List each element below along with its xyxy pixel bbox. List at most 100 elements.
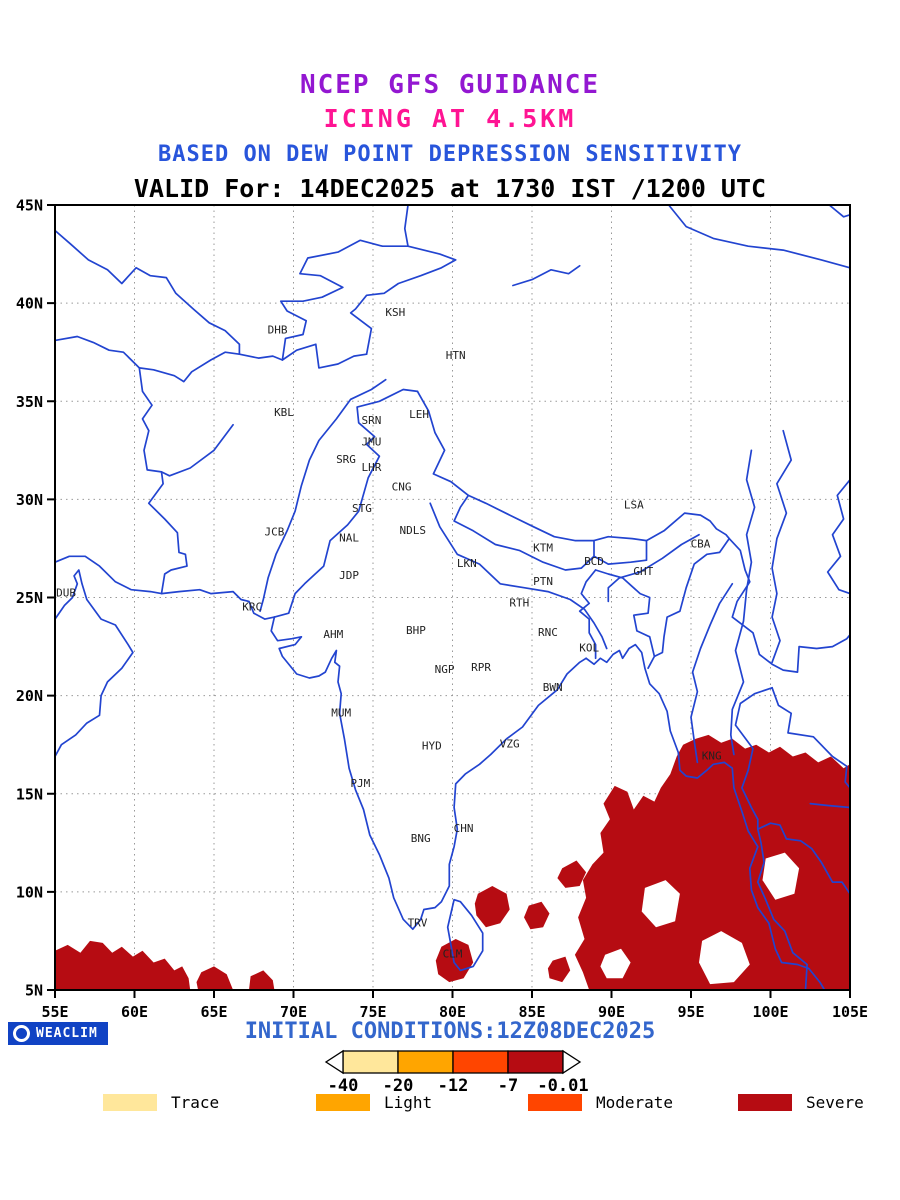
station-label: CHN: [454, 822, 474, 835]
station-label: DUB: [56, 587, 76, 600]
lat-tick-label: 25N: [16, 589, 43, 607]
map-svg: 55E 60E 65E 70E 75E 80E 85E 90E 95E 100E 105E 45N 40…: [16, 197, 868, 1022]
title-method-line: BASED ON DEW POINT DEPRESSION SENSITIVIT…: [157, 142, 743, 167]
icing-severe-region: [547, 956, 571, 983]
geo-outline: [667, 204, 851, 269]
scale-value: -0.01: [537, 1076, 589, 1096]
station-label: CLM: [443, 948, 463, 961]
initial-conditions-text: INITIAL CONDITIONS:12Z08DEC2025: [244, 1019, 656, 1044]
geo-outline: [771, 686, 851, 789]
station-label: KRC: [242, 600, 262, 613]
icing-severe-region: [474, 886, 510, 928]
geo-outline: [593, 539, 648, 565]
scale-segment: [507, 1050, 564, 1074]
header-titles: NCEP GFS GUIDANCE ICING AT 4.5KM BASED O…: [0, 70, 900, 203]
station-label: JCB: [264, 526, 284, 539]
geo-outline: [728, 537, 851, 673]
geo-outline: [403, 204, 409, 248]
geo-outline: [809, 802, 851, 809]
lat-tick-label: 20N: [16, 687, 43, 705]
lon-tick-label: 55E: [41, 1003, 68, 1021]
geo-outline: [259, 378, 387, 613]
geo-outline: [160, 423, 234, 477]
legend-label: Moderate: [596, 1093, 674, 1112]
icing-severe-region: [196, 966, 234, 990]
geo-outline: [729, 449, 756, 756]
legend-item: Trace: [103, 1093, 219, 1112]
title-model-line: NCEP GFS GUIDANCE: [299, 70, 601, 100]
geo-outline: [734, 686, 773, 830]
geo-outline: [512, 264, 581, 287]
geo-outline: [446, 898, 484, 972]
legend-swatch: [528, 1094, 582, 1111]
icing-clear-hole: [699, 931, 750, 985]
station-label: BCD: [584, 555, 604, 568]
lon-tick-label: 90E: [598, 1003, 625, 1021]
station-label: RPR: [471, 661, 491, 674]
legend-item: Light: [316, 1093, 432, 1112]
geo-outline: [690, 582, 734, 764]
geo-outline: [585, 643, 826, 991]
station-label: SRN: [361, 414, 381, 427]
station-label: GHT: [633, 565, 653, 578]
station-label: BWN: [543, 681, 563, 694]
color-scale-bar: [324, 1049, 582, 1075]
lon-tick-label: 60E: [121, 1003, 148, 1021]
geo-outline: [54, 569, 134, 758]
geo-outline: [826, 478, 851, 595]
lat-tick-label: 45N: [16, 197, 43, 215]
geo-outline: [138, 367, 188, 595]
scale-value: -12: [437, 1076, 469, 1096]
icing-severe-region: [557, 860, 587, 888]
station-label: CBA: [691, 538, 711, 551]
legend-label: Trace: [171, 1093, 220, 1112]
legend-item: Severe: [738, 1093, 864, 1112]
icing-clear-hole: [641, 880, 680, 928]
scale-value: -20: [382, 1076, 414, 1096]
icing-clear-hole: [762, 852, 800, 900]
weaclim-logo[interactable]: WEACLIM: [8, 1022, 108, 1045]
geo-outline: [54, 335, 368, 383]
station-label: RTH: [509, 596, 529, 609]
weaclim-logo-icon: [13, 1025, 30, 1042]
station-label: CNG: [392, 481, 412, 494]
geo-outline: [828, 204, 851, 218]
icing-severe-region: [55, 940, 191, 990]
icing-clear-hole: [600, 948, 631, 979]
legend-swatch: [738, 1094, 792, 1111]
geo-outline: [279, 239, 457, 361]
legend-label: Severe: [806, 1093, 864, 1112]
lon-tick-label: 95E: [677, 1003, 704, 1021]
station-label: HTN: [446, 349, 466, 362]
geo-outline: [429, 502, 608, 650]
scale-segment: [342, 1050, 399, 1074]
legend-row: Trace Light Moderate Severe: [0, 1093, 900, 1113]
station-label: TRV: [408, 916, 428, 929]
station-label: LKN: [457, 557, 477, 570]
title-valid-line: VALID For: 14DEC2025 at 1730 IST /1200 U…: [133, 174, 767, 203]
icing-severe-region: [249, 970, 275, 990]
icing-severe-region: [524, 901, 550, 930]
geo-outline: [270, 616, 587, 931]
lon-tick-label: 80E: [439, 1003, 466, 1021]
station-label: KTM: [533, 541, 553, 554]
map-panel: 55E 60E 65E 70E 75E 80E 85E 90E 95E 100E 105E 45N 40…: [16, 197, 868, 1022]
geo-outline: [54, 229, 241, 356]
scale-segment: [452, 1050, 509, 1074]
station-label: MUM: [331, 706, 351, 719]
legend-item: Moderate: [528, 1093, 673, 1112]
station-label: STG: [352, 502, 372, 515]
station-label: BNG: [411, 832, 431, 845]
lat-tick-label: 5N: [25, 982, 43, 1000]
lat-tick-label: 10N: [16, 883, 43, 901]
geo-outline: [594, 569, 656, 670]
station-label: KNG: [702, 750, 722, 763]
geo-outline: [653, 537, 731, 658]
lon-tick-label: 85E: [518, 1003, 545, 1021]
station-label: NGP: [435, 663, 455, 676]
station-label: AHM: [323, 628, 343, 641]
lon-tick-label: 70E: [280, 1003, 307, 1021]
scale-arrow-right: [562, 1049, 582, 1075]
station-label: SRG: [336, 453, 356, 466]
geo-outline: [453, 494, 595, 571]
